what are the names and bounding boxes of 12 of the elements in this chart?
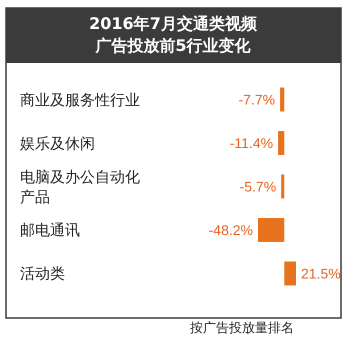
data-label: -48.2%: [208, 222, 253, 238]
data-label: -11.4%: [230, 134, 274, 151]
y-tick-label: 邮电通讯: [20, 221, 80, 240]
y-tick-label: 娱乐及休闲: [20, 134, 95, 152]
data-label: 21.5%: [301, 265, 341, 282]
y-tick-label: 活动类: [20, 264, 65, 283]
data-label: -5.7%: [240, 178, 276, 194]
y-tick-label: 商业及服务性行业: [20, 90, 140, 109]
data-label: -7.7%: [238, 91, 276, 108]
chart-title: 2016年7月交通类视频广告投放前5行业变化: [89, 14, 258, 55]
y-tick-label: 电脑及办公自动化产品: [20, 168, 140, 206]
text: 按广告投放量排名: [190, 321, 294, 336]
